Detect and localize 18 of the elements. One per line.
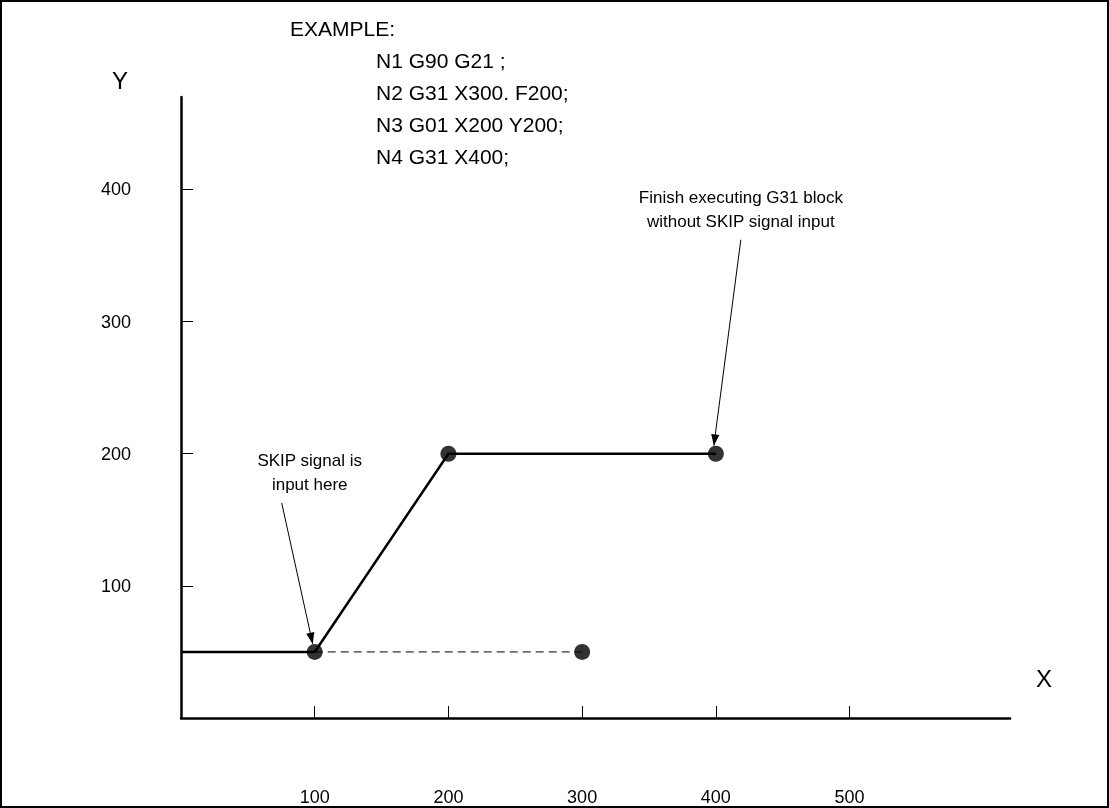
x-tick-label: 100 xyxy=(299,787,330,807)
y-tick-label: 200 xyxy=(100,443,131,464)
annotation: SKIP signal is input here xyxy=(257,451,362,495)
text: EXAMPLE: xyxy=(290,16,396,40)
x-tick-label: 300 xyxy=(567,787,598,807)
text: N1 G90 G21 ; xyxy=(376,48,506,72)
annotation: N3 G01 X200 Y200; xyxy=(376,112,564,136)
y-tick-label: 400 xyxy=(100,179,131,200)
annotation: N4 G31 X400; xyxy=(376,144,510,168)
x-tick-label: 500 xyxy=(834,787,865,807)
y-axis-title: Y xyxy=(112,66,129,94)
y-tick-label: 300 xyxy=(100,311,131,332)
annotation: N2 G31 X300. F200; xyxy=(376,80,569,104)
annotation: Finish executing G31 block without SKIP signal input xyxy=(638,188,844,232)
x-tick-label: 400 xyxy=(700,787,731,807)
x-axis-title: X xyxy=(1036,664,1053,692)
x-tick-label: 200 xyxy=(433,787,464,807)
y-tick-label: 100 xyxy=(100,575,131,596)
